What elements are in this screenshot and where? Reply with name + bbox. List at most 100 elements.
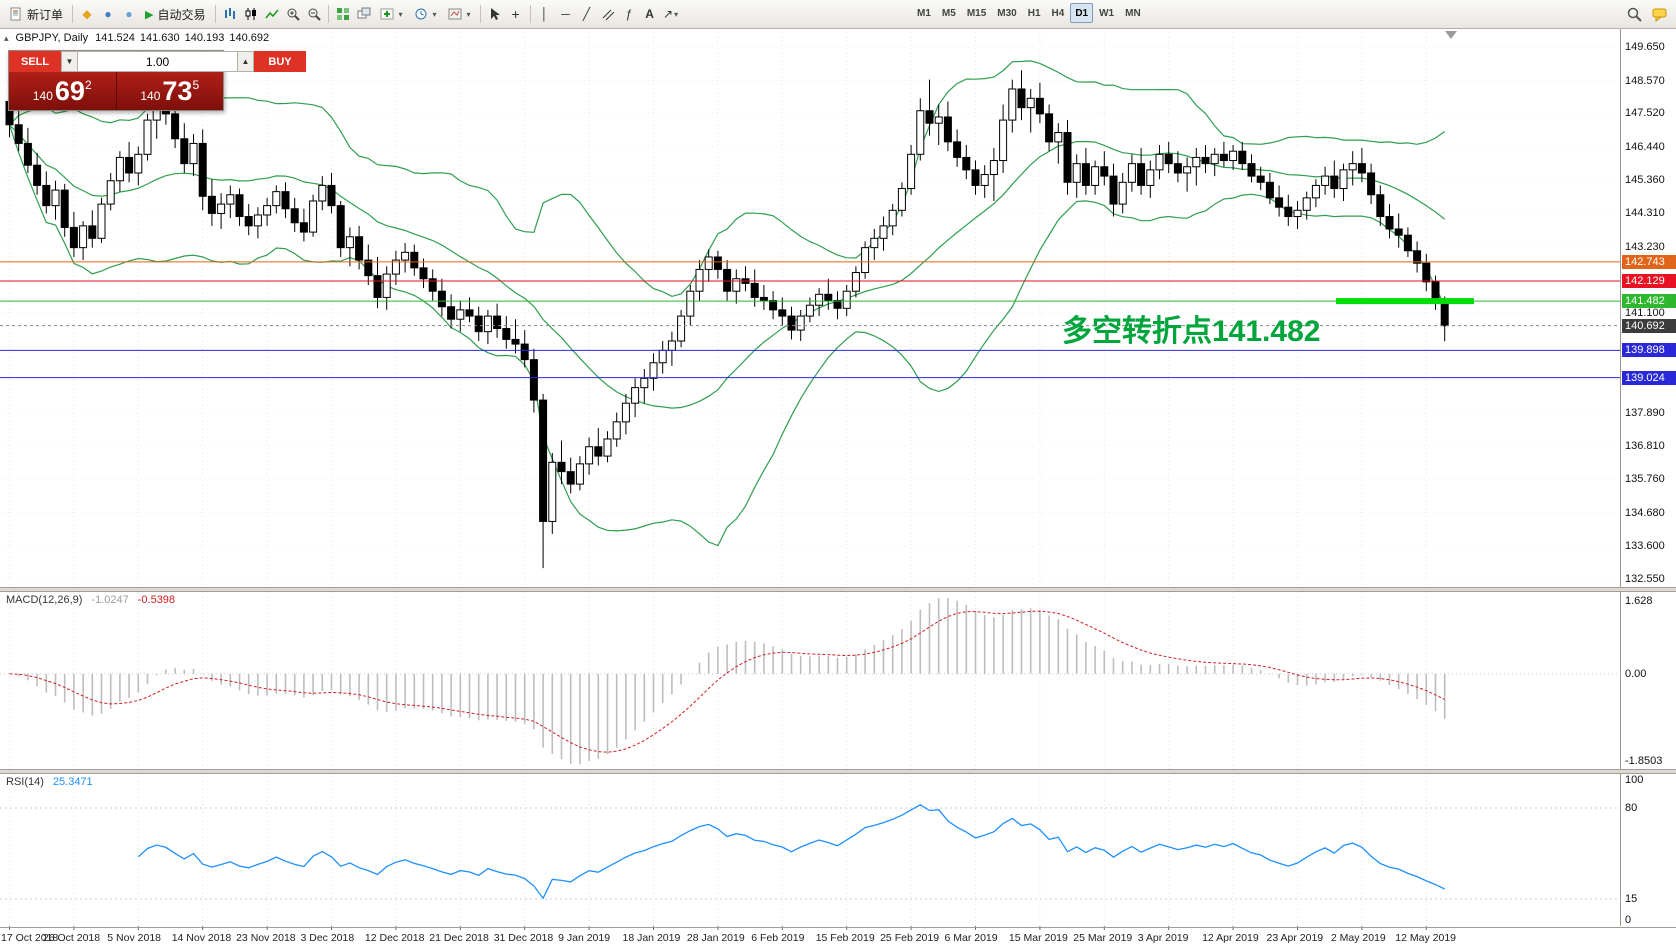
symbol-period-label: GBPJPY, Daily: [15, 32, 89, 44]
volume-decrease-button[interactable]: ▼: [61, 51, 78, 72]
annotation-text[interactable]: 多空转折点141.482: [1062, 315, 1321, 348]
mql5-icon[interactable]: ◆: [82, 7, 92, 21]
trendline-tool-icon[interactable]: ╱: [582, 7, 591, 21]
price-label: 133.600: [1625, 540, 1665, 553]
sell-price-prefix: 140: [32, 89, 53, 103]
timeframe-h1[interactable]: H1: [1023, 3, 1046, 23]
timeframe-bar: M1 M5 M15 M30 H1 H4 D1 W1 MN: [912, 3, 1146, 23]
time-scale[interactable]: 17 Oct 2018 26 Oct 2018 5 Nov 2018 14 Nov 2…: [0, 927, 1676, 949]
date-label: 26 Oct 2018: [42, 932, 101, 944]
arrows-tool-icon[interactable]: ↗ ▾: [663, 7, 679, 21]
toolbar-separator: [479, 5, 481, 23]
vertical-line-tool-icon[interactable]: │: [540, 7, 549, 21]
community-icon[interactable]: ●: [104, 7, 112, 21]
arrange-windows-icon[interactable]: [354, 4, 374, 24]
date-label: 18 Jan 2019: [622, 932, 681, 944]
date-label: 6 Mar 2019: [944, 932, 998, 944]
panel-splitter[interactable]: [0, 587, 1676, 592]
timeframe-mn[interactable]: MN: [1120, 3, 1146, 23]
macd-signal-value: -0.5398: [137, 594, 176, 606]
chat-icon[interactable]: [1650, 4, 1670, 24]
timeframe-d1[interactable]: D1: [1070, 3, 1094, 23]
date-label: 12 Dec 2018: [364, 932, 425, 944]
support-highlight-segment[interactable]: [1336, 298, 1474, 305]
candlestick-chart-icon[interactable]: [241, 4, 261, 24]
date-label: 2 May 2019: [1330, 932, 1386, 944]
macd-name: MACD(12,26,9): [6, 594, 83, 606]
macd-axis-label: 1.628: [1625, 595, 1653, 607]
rsi-axis-label: 80: [1625, 802, 1638, 814]
rsi-axis-label: 100: [1625, 774, 1644, 786]
candles-layer: [5, 70, 1449, 569]
new-order-button[interactable]: 新订单: [4, 3, 68, 25]
price-label: 136.810: [1625, 440, 1665, 453]
toolbar: 新订单 ◆ ● ● ▶ 自动交易 ▾ ▾ ▾ + │ ─ ╱ ƒ A ↗ ▾ M1…: [0, 0, 1676, 29]
price-label: 146.440: [1625, 140, 1665, 153]
price-label: 134.680: [1625, 506, 1665, 519]
buy-price-button[interactable]: 140 73 5: [116, 72, 223, 110]
text-tool-icon[interactable]: A: [645, 7, 654, 21]
fibonacci-tool-icon[interactable]: ƒ: [625, 7, 632, 21]
price-scale[interactable]: 149.650 148.570 147.520 146.440 145.360 144.3…: [1622, 0, 1676, 949]
cursor-icon[interactable]: [485, 4, 505, 24]
crosshair-icon[interactable]: +: [511, 6, 520, 22]
new-order-label: 新订单: [27, 7, 64, 22]
sell-price-button[interactable]: 140 69 2: [9, 72, 117, 110]
ohlc-readout: 141.524 141.630 140.193 140.692: [95, 32, 274, 44]
price-tag: 139.898: [1622, 343, 1676, 358]
indicators-icon: [380, 8, 393, 20]
date-label: 17 Oct 2018: [1, 932, 59, 944]
one-click-collapse-arrow[interactable]: ▴: [4, 32, 9, 43]
close-value: 140.692: [229, 32, 270, 44]
rsi-value: 25.3471: [52, 776, 93, 788]
date-label: 21 Dec 2018: [429, 932, 489, 944]
bollinger-bands: [8, 60, 1446, 547]
panel-splitter[interactable]: [0, 769, 1676, 774]
timeframe-m15[interactable]: M15: [962, 3, 991, 23]
help-icon[interactable]: ●: [125, 7, 133, 21]
timeframe-w1[interactable]: W1: [1094, 3, 1119, 23]
grid-layer: [0, 28, 1620, 930]
price-tag: 139.024: [1622, 370, 1676, 385]
play-icon: ▶: [145, 8, 154, 21]
rsi-axis-label: 15: [1625, 893, 1638, 905]
buy-button[interactable]: BUY: [254, 51, 306, 72]
sell-button[interactable]: SELL: [9, 51, 61, 72]
periods-button[interactable]: ▾: [409, 3, 442, 25]
templates-button[interactable]: ▾: [443, 3, 476, 25]
chart-shift-marker[interactable]: [1445, 31, 1457, 39]
sell-price-pip: 2: [84, 78, 92, 92]
horizontal-line-tool-icon[interactable]: ─: [561, 7, 570, 21]
zoom-in-icon[interactable]: [283, 4, 303, 24]
tile-windows-icon[interactable]: [333, 4, 353, 24]
zoom-out-icon[interactable]: [304, 4, 324, 24]
open-value: 141.524: [95, 32, 135, 44]
price-label: 135.760: [1625, 473, 1665, 486]
bar-chart-icon[interactable]: [220, 4, 240, 24]
date-label: 12 May 2019: [1395, 932, 1457, 944]
timeframe-h4[interactable]: H4: [1047, 3, 1070, 23]
timeframe-m5[interactable]: M5: [937, 3, 961, 23]
volume-increase-button[interactable]: ▲: [237, 51, 254, 72]
price-label: 132.550: [1625, 572, 1665, 585]
macd-axis-label: 0.00: [1625, 667, 1647, 680]
date-label: 6 Feb 2019: [751, 932, 805, 944]
search-icon[interactable]: [1624, 4, 1644, 24]
sell-price-big: 69: [54, 76, 85, 106]
indicators-button[interactable]: ▾: [375, 3, 408, 25]
line-chart-icon[interactable]: [262, 4, 282, 24]
volume-input[interactable]: [78, 51, 237, 72]
date-label: 15 Mar 2019: [1008, 932, 1068, 944]
date-label: 23 Nov 2018: [236, 932, 296, 944]
low-value: 140.193: [184, 32, 225, 44]
channel-tool-icon[interactable]: [598, 4, 618, 24]
price-tag: 140.692: [1622, 318, 1676, 333]
date-label: 3 Dec 2018: [300, 932, 355, 944]
timeframe-m30[interactable]: M30: [992, 3, 1021, 23]
timeframe-m1[interactable]: M1: [912, 3, 936, 23]
rsi-name: RSI(14): [6, 776, 44, 788]
rsi-indicator-label: RSI(14) 25.3471: [6, 776, 93, 788]
auto-trading-button[interactable]: ▶ 自动交易: [140, 3, 210, 25]
date-label: 23 Apr 2019: [1266, 932, 1324, 944]
